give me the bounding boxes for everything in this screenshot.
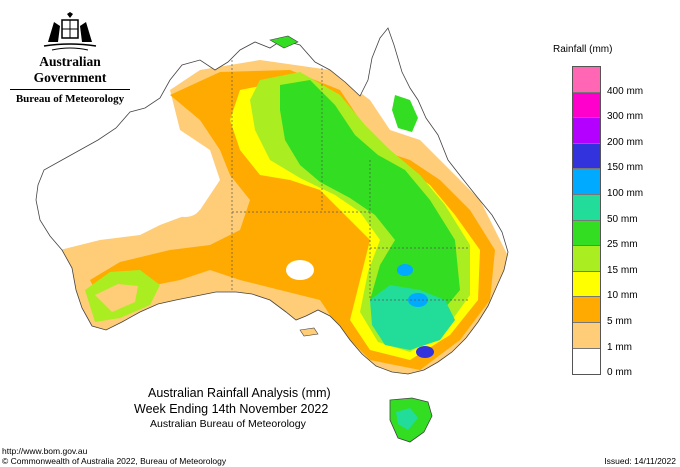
copyright-text: © Commonwealth of Australia 2022, Bureau… [2,456,227,466]
legend-label: 5 mm [607,316,632,327]
legend-swatch [573,169,600,195]
legend-swatch [573,92,600,119]
divider [10,89,130,90]
legend-label: 15 mm [607,264,638,276]
legend-swatch [573,297,600,323]
legend-swatch [573,143,600,170]
kangaroo-island [299,327,319,337]
legend-label: 150 mm [607,162,644,174]
legend-label: 0 mm [607,367,632,379]
legend-label: 100 mm [607,188,644,199]
melville-island [269,35,299,49]
legend-swatch [573,220,600,247]
legend-swatch [573,246,600,272]
legend-swatch [573,194,600,221]
map-title: Australian Rainfall Analysis (mm) [148,386,331,400]
legend-label: 1 mm [607,341,632,353]
legend-swatch [573,118,600,144]
legend-label: 50 mm [607,213,638,225]
legend-label: 200 mm [607,136,644,148]
legend-label: 10 mm [607,290,638,302]
website-link[interactable]: http://www.bom.gov.au [2,446,88,456]
map-subtitle: Week Ending 14th November 2022 [134,402,329,416]
org-line1: Australian Government [33,54,107,85]
legend-label: 25 mm [607,239,638,251]
state-borders [231,40,470,301]
issued-date: Issued: 14/11/2022 [604,456,676,466]
legend-label: 300 mm [607,111,644,123]
legend-swatch [573,348,600,375]
legend-swatch [573,322,600,349]
coat-of-arms-icon [43,12,97,51]
legend-swatch [573,67,600,93]
government-logo-block: Australian Government Bureau of Meteorol… [8,12,132,105]
map-source: Australian Bureau of Meteorology [150,418,306,430]
legend-label: 400 mm [607,85,644,97]
legend-title: Rainfall (mm) [553,44,613,55]
legend-colorbar [572,66,601,376]
legend-swatch [573,271,600,298]
org-line2: Bureau of Meteorology [15,93,125,105]
